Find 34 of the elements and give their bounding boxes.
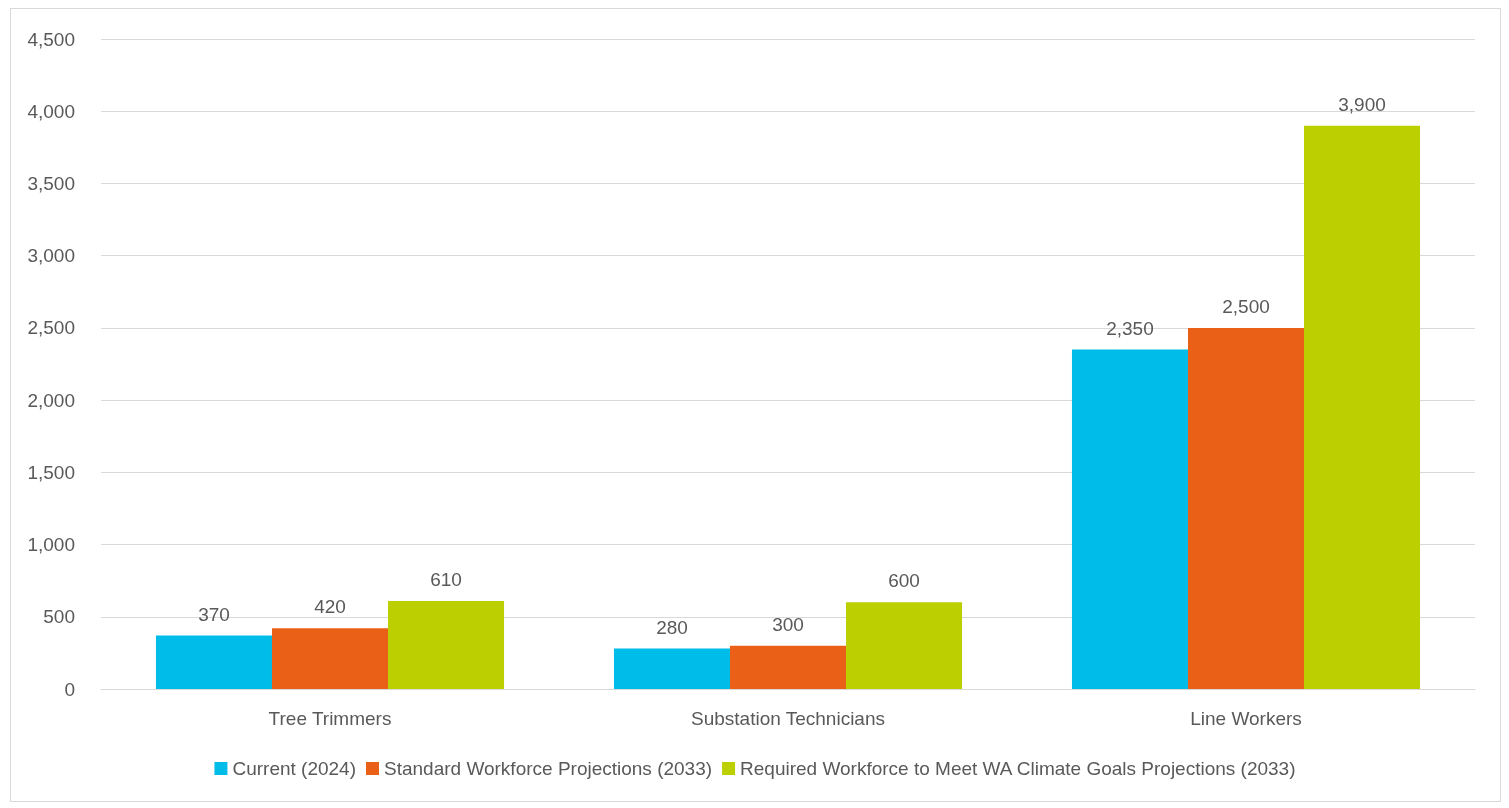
y-tick-label: 3,000 xyxy=(27,245,75,267)
bar xyxy=(1071,349,1188,689)
legend-label: Current (2024) xyxy=(232,758,356,779)
text: 600 xyxy=(888,570,920,592)
text: 420 xyxy=(314,596,346,618)
legend-label: Standard Workforce Projections (2033) xyxy=(383,758,713,779)
y-tick-label: 500 xyxy=(43,606,75,628)
y-tick-label: 4,000 xyxy=(27,100,75,122)
bar xyxy=(729,645,847,689)
text: 370 xyxy=(198,603,230,625)
text: 3,900 xyxy=(1338,93,1386,115)
y-tick-label: 2,000 xyxy=(27,389,75,411)
y-tick-label: 4,500 xyxy=(27,28,75,50)
y-tick-label: 3,500 xyxy=(27,172,75,194)
bar xyxy=(271,628,389,689)
bar xyxy=(1304,125,1421,689)
bar xyxy=(155,635,272,689)
x-tick-label: Substation Technicians xyxy=(691,708,885,729)
text: 2,500 xyxy=(1222,295,1270,317)
x-tick-label: Line Workers xyxy=(1190,708,1302,729)
text: 610 xyxy=(430,568,462,590)
y-tick-label: 2,500 xyxy=(27,317,75,339)
text: 300 xyxy=(772,613,804,635)
bar xyxy=(613,648,730,689)
y-tick-label: 1,000 xyxy=(27,534,75,556)
bar xyxy=(846,602,963,689)
text: 280 xyxy=(656,616,688,638)
text: 2,350 xyxy=(1106,317,1154,339)
y-tick-label: 0 xyxy=(64,678,75,700)
bar xyxy=(1187,327,1305,689)
y-tick-label: 1,500 xyxy=(27,461,75,483)
bar xyxy=(388,600,505,689)
legend-label: Required Workforce to Meet WA Climate Goals Projections (2033) xyxy=(740,758,1296,779)
x-tick-label: Tree Trimmers xyxy=(268,708,392,729)
